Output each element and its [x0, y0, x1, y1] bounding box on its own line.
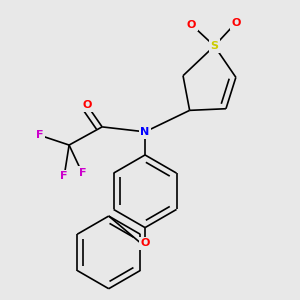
Text: O: O [82, 100, 92, 110]
Text: F: F [36, 130, 43, 140]
Text: N: N [140, 127, 150, 137]
Text: O: O [231, 18, 241, 28]
Text: F: F [60, 171, 68, 182]
Text: F: F [79, 168, 86, 178]
Text: O: O [140, 238, 150, 248]
Text: O: O [187, 20, 196, 29]
Text: S: S [210, 41, 218, 51]
